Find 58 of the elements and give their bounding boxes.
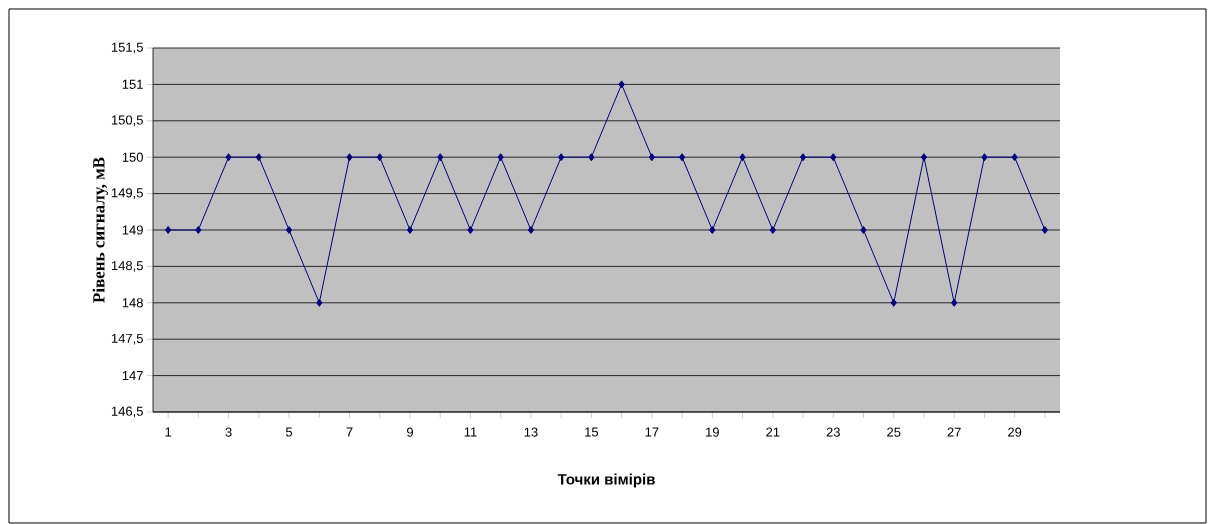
y-tick-label: 148,5 bbox=[111, 261, 143, 272]
y-tick-label: 151 bbox=[122, 79, 143, 89]
point bbox=[951, 298, 958, 307]
point bbox=[1011, 153, 1018, 162]
x-tick-label: 27 bbox=[947, 427, 961, 437]
y-tick-label: 151,5 bbox=[111, 42, 143, 54]
y-tick-label: 147 bbox=[122, 371, 143, 381]
point bbox=[195, 225, 202, 234]
point bbox=[618, 80, 625, 89]
point bbox=[467, 225, 474, 234]
x-tick-label: 1 bbox=[165, 427, 172, 437]
x-tick-label: 15 bbox=[585, 427, 599, 437]
point bbox=[860, 225, 867, 234]
point bbox=[769, 225, 776, 234]
point bbox=[497, 153, 504, 162]
point bbox=[648, 153, 655, 162]
point bbox=[285, 225, 293, 234]
point bbox=[830, 153, 837, 162]
x-tick-label: 13 bbox=[524, 427, 538, 437]
x-tick-label: 25 bbox=[887, 427, 901, 437]
y-axis-title: Рівень сигналу, мВ bbox=[92, 157, 109, 303]
point bbox=[981, 153, 988, 162]
point bbox=[1041, 225, 1049, 234]
x-tick-label: 5 bbox=[285, 427, 293, 437]
point bbox=[709, 225, 716, 234]
point bbox=[588, 153, 595, 162]
y-tick-label: 150,5 bbox=[111, 115, 143, 127]
point bbox=[678, 153, 686, 162]
x-tick-label: 17 bbox=[645, 427, 659, 437]
y-tick-label: 149 bbox=[122, 225, 143, 235]
x-tick-label: 7 bbox=[346, 427, 353, 437]
point bbox=[225, 153, 232, 162]
point bbox=[316, 298, 323, 307]
point bbox=[558, 153, 565, 162]
point bbox=[165, 225, 172, 234]
x-tick-label: 21 bbox=[766, 427, 780, 437]
point bbox=[890, 298, 897, 307]
x-tick-label: 19 bbox=[706, 427, 719, 437]
point bbox=[920, 153, 928, 162]
point bbox=[255, 153, 262, 162]
x-tick-label: 11 bbox=[464, 427, 477, 437]
x-tick-label: 29 bbox=[1008, 427, 1022, 437]
x-axis-title: Точки вімірів bbox=[557, 473, 655, 488]
point bbox=[739, 153, 746, 162]
x-tick-label: 3 bbox=[225, 427, 232, 437]
y-tick-label: 148 bbox=[122, 298, 143, 308]
point bbox=[799, 153, 807, 162]
point bbox=[437, 153, 444, 162]
y-tick-label: 146,5 bbox=[111, 406, 143, 418]
y-tick-label: 147,5 bbox=[111, 333, 143, 345]
point bbox=[346, 153, 353, 162]
point bbox=[527, 225, 535, 234]
x-tick-label: 9 bbox=[406, 427, 413, 437]
point bbox=[406, 225, 414, 234]
y-tick-label: 150 bbox=[122, 152, 143, 162]
x-tick-label: 23 bbox=[826, 427, 840, 437]
point bbox=[376, 153, 383, 162]
y-tick-label: 149,5 bbox=[111, 188, 143, 199]
